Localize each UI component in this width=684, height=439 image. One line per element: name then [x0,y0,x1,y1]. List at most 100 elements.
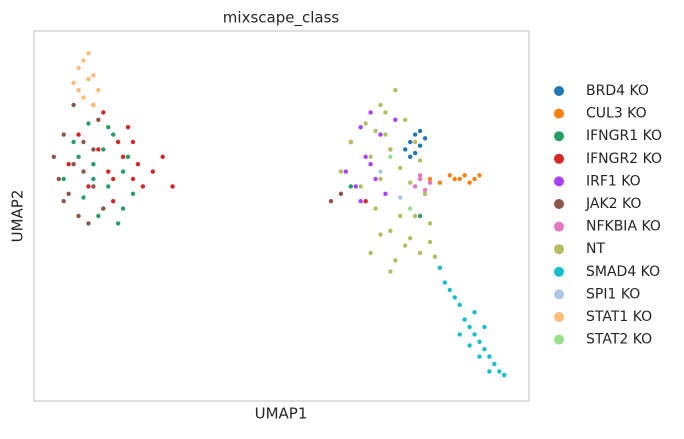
point [422,191,428,196]
point [477,339,482,344]
point [96,213,101,219]
x-axis-label: UMAP1 [255,405,308,423]
point [427,221,433,226]
point [417,128,423,134]
point [120,154,126,159]
point [86,76,91,82]
legend-marker [554,199,564,209]
point [373,176,378,182]
point [398,165,403,171]
point [115,221,121,226]
legend-label: STAT2 KO [586,332,652,348]
legend-marker [554,153,564,164]
point [383,110,388,115]
point [66,191,71,196]
point [467,180,472,185]
legend-marker [554,131,564,142]
point [358,125,363,130]
point [467,343,472,348]
point [76,88,81,93]
point [487,369,492,374]
point [76,154,81,159]
point [130,139,136,145]
point [417,143,423,148]
point [135,162,141,167]
point [408,139,413,145]
point [378,232,383,237]
point [120,169,126,174]
point [462,173,467,178]
point [373,206,378,211]
point [457,176,462,182]
point [368,162,373,167]
point [96,147,101,152]
point [363,121,368,126]
point [358,199,363,204]
point [96,88,101,93]
legend-label: CUL3 KO [586,106,647,122]
legend-marker [554,244,564,255]
point [106,169,111,174]
point [120,206,126,211]
point [412,150,418,156]
point [378,132,383,137]
point [408,154,413,159]
point [417,173,423,178]
point [51,154,56,159]
point [417,176,423,182]
point [427,180,433,185]
point [71,80,76,86]
point [81,58,86,63]
point [91,184,96,189]
point [71,139,76,145]
point [343,169,349,174]
point [457,332,462,337]
point [472,310,477,315]
point [417,158,423,163]
point [403,147,408,152]
point [412,139,418,145]
point [408,206,413,211]
point [432,254,438,259]
point [373,128,378,134]
point [422,187,428,193]
point [378,169,383,174]
point [417,250,423,256]
point [106,125,111,130]
point [115,139,121,145]
point [140,184,146,189]
legend-marker [554,334,564,345]
chart-title: mixscape_class [223,9,340,28]
point [56,176,61,182]
point [368,110,373,115]
point [378,176,383,182]
point [447,173,452,178]
point [437,265,443,270]
point [393,258,398,263]
plot-frame [33,30,530,402]
point [412,132,418,137]
point [61,199,66,204]
legend-marker [554,221,564,232]
point [457,302,462,307]
point [150,169,155,174]
point [61,176,66,182]
point [111,132,116,137]
point [76,65,81,71]
point [403,117,408,123]
point [497,369,502,374]
point [86,51,91,56]
legend-label: IRF1 KO [586,173,641,189]
legend-label: NFKBIA KO [586,219,661,235]
legend-label: NT [586,241,605,257]
point [86,121,91,126]
point [348,139,353,145]
legend-label: IFNGR1 KO [586,128,662,144]
point [101,147,106,152]
point [125,154,131,159]
point [482,324,487,330]
point [170,184,175,189]
point [442,280,448,285]
point [492,361,497,367]
